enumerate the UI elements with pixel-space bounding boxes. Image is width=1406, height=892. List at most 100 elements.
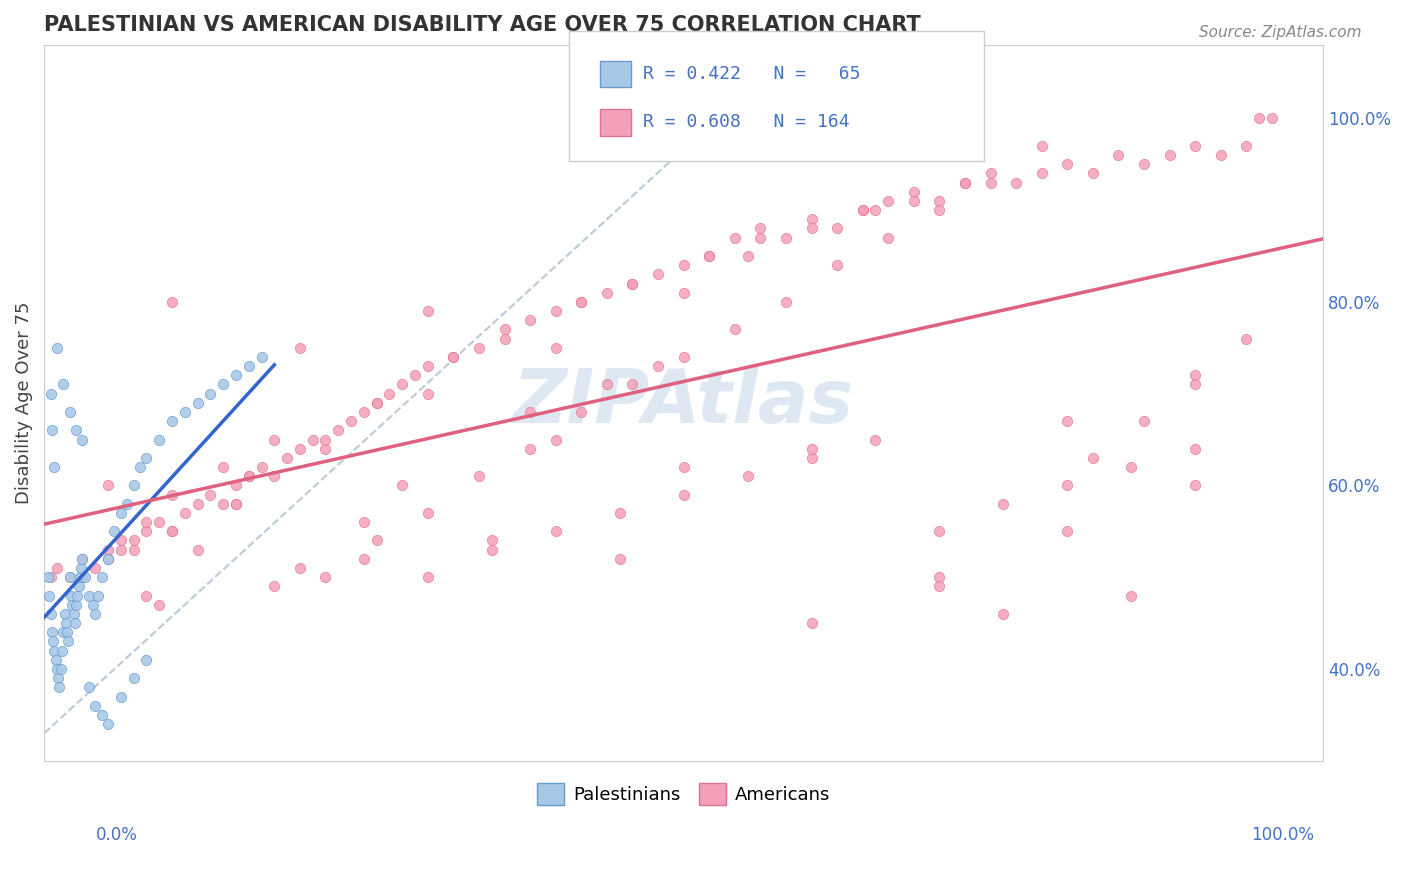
Point — [44, 643, 66, 657]
Point — [519, 313, 541, 327]
Point — [288, 442, 311, 456]
Point — [416, 304, 439, 318]
Point — [877, 230, 900, 244]
Point — [519, 405, 541, 419]
Point — [481, 542, 503, 557]
Point — [1184, 478, 1206, 492]
Point — [621, 277, 644, 291]
Point — [212, 460, 235, 475]
Point — [72, 551, 94, 566]
Point — [160, 524, 183, 539]
Y-axis label: Disability Age Over 75: Disability Age Over 75 — [15, 301, 32, 504]
Point — [596, 285, 619, 300]
Point — [672, 460, 695, 475]
Point — [993, 497, 1015, 511]
Point — [775, 230, 797, 244]
Point — [1056, 478, 1078, 492]
Point — [1121, 589, 1143, 603]
Point — [340, 414, 363, 428]
Point — [250, 350, 273, 364]
Point — [52, 625, 75, 640]
Point — [569, 294, 592, 309]
Point — [41, 625, 63, 640]
Point — [647, 268, 669, 282]
Point — [877, 194, 900, 208]
Text: PALESTINIAN VS AMERICAN DISABILITY AGE OVER 75 CORRELATION CHART: PALESTINIAN VS AMERICAN DISABILITY AGE O… — [44, 15, 921, 35]
Point — [1249, 112, 1271, 126]
Point — [519, 442, 541, 456]
Point — [366, 396, 388, 410]
Point — [72, 570, 94, 584]
Point — [63, 616, 86, 631]
Point — [800, 442, 823, 456]
Point — [825, 258, 848, 272]
Point — [596, 377, 619, 392]
Point — [45, 662, 67, 676]
Point — [928, 194, 950, 208]
Point — [800, 616, 823, 631]
Point — [441, 350, 464, 364]
Point — [117, 497, 139, 511]
Point — [84, 607, 107, 621]
Point — [225, 497, 247, 511]
Point — [53, 607, 76, 621]
Point — [928, 524, 950, 539]
Point — [200, 487, 222, 501]
Point — [160, 487, 183, 501]
Point — [135, 450, 157, 465]
Point — [647, 359, 669, 373]
Point — [1056, 157, 1078, 171]
Point — [97, 478, 120, 492]
Point — [122, 671, 145, 685]
Point — [724, 230, 747, 244]
Point — [903, 185, 925, 199]
Point — [110, 542, 132, 557]
Point — [70, 561, 93, 575]
Point — [366, 396, 388, 410]
Point — [39, 386, 62, 401]
Point — [110, 690, 132, 704]
Point — [56, 625, 79, 640]
Point — [62, 607, 84, 621]
Point — [55, 616, 77, 631]
Point — [160, 524, 183, 539]
Point — [187, 542, 209, 557]
Point — [52, 377, 75, 392]
Text: 0.0%: 0.0% — [96, 826, 138, 844]
Point — [1184, 442, 1206, 456]
Point — [609, 506, 631, 520]
Point — [51, 643, 73, 657]
Point — [135, 653, 157, 667]
Point — [1056, 414, 1078, 428]
Point — [697, 249, 720, 263]
Point — [800, 221, 823, 235]
Point — [58, 634, 80, 648]
Point — [148, 515, 170, 529]
Point — [928, 579, 950, 593]
Point — [72, 433, 94, 447]
Point — [263, 433, 285, 447]
Point — [97, 717, 120, 731]
Point — [225, 368, 247, 383]
Point — [90, 707, 112, 722]
Point — [544, 304, 567, 318]
Point — [238, 469, 260, 483]
Point — [288, 341, 311, 355]
Point — [148, 433, 170, 447]
Point — [852, 203, 875, 218]
Point — [865, 203, 887, 218]
Point — [82, 598, 104, 612]
Point — [672, 258, 695, 272]
Point — [69, 570, 91, 584]
Point — [775, 294, 797, 309]
Point — [238, 359, 260, 373]
Point — [110, 506, 132, 520]
Point — [953, 176, 976, 190]
Point — [1209, 148, 1232, 162]
Point — [97, 551, 120, 566]
Point — [84, 561, 107, 575]
Point — [1249, 799, 1271, 814]
Point — [84, 698, 107, 713]
Point — [1031, 166, 1053, 180]
Point — [59, 589, 82, 603]
